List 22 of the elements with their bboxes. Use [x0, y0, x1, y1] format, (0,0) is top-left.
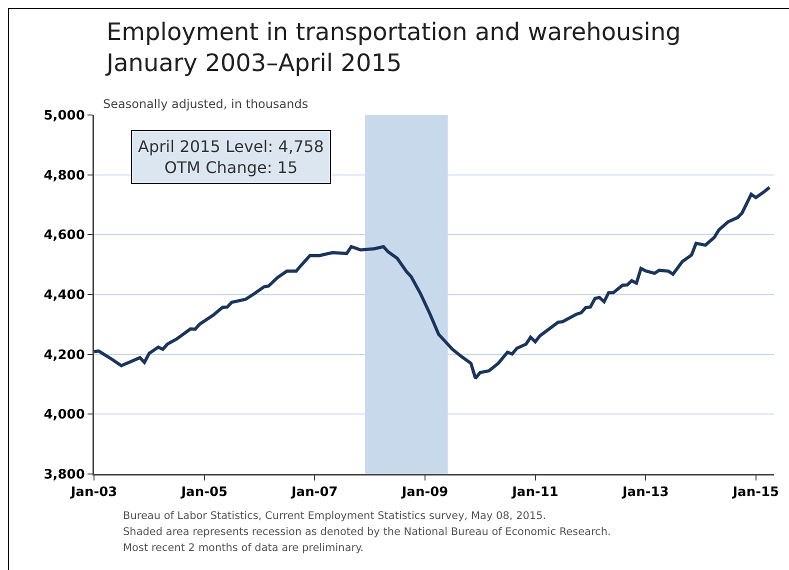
chart-title: Employment in transportation and warehousing January 2003–April 2015 [104, 18, 681, 78]
y-tick-label: 4,000 [44, 408, 85, 423]
y-tick-label: 4,600 [44, 228, 85, 244]
text: Shaded area represents recession as denoted by the National Bureau of Economic Research. [123, 526, 611, 538]
text: Most recent 2 months of data are preliminary. [123, 542, 364, 554]
x-tick-label: Jan-09 [400, 485, 448, 500]
x-tick-label: Jan-05 [180, 485, 228, 500]
x-tick-label: Jan-03 [70, 485, 118, 500]
x-tick-label: Jan-11 [511, 485, 558, 500]
line-series [94, 186, 772, 380]
y-tick-label: 3,800 [44, 468, 85, 483]
y-tick-label: 4,200 [44, 348, 85, 363]
chart-subtitle: Seasonally adjusted, in thousands [103, 97, 308, 111]
y-tick-label: 4,800 [44, 168, 85, 184]
x-tick-label: Jan-13 [621, 485, 669, 500]
y-tick-label: 5,000 [44, 108, 85, 124]
text: Bureau of Labor Statistics, Current Employment Statistics survey, May 08, 2015. [123, 510, 546, 522]
x-tick-label: Jan-15 [732, 485, 780, 500]
annotation: OTM Change: 15 [164, 158, 298, 177]
x-tick-label: Jan-07 [290, 485, 338, 500]
annotation: April 2015 Level: 4,758 [138, 137, 324, 156]
y-tick-label: 4,400 [44, 288, 85, 304]
